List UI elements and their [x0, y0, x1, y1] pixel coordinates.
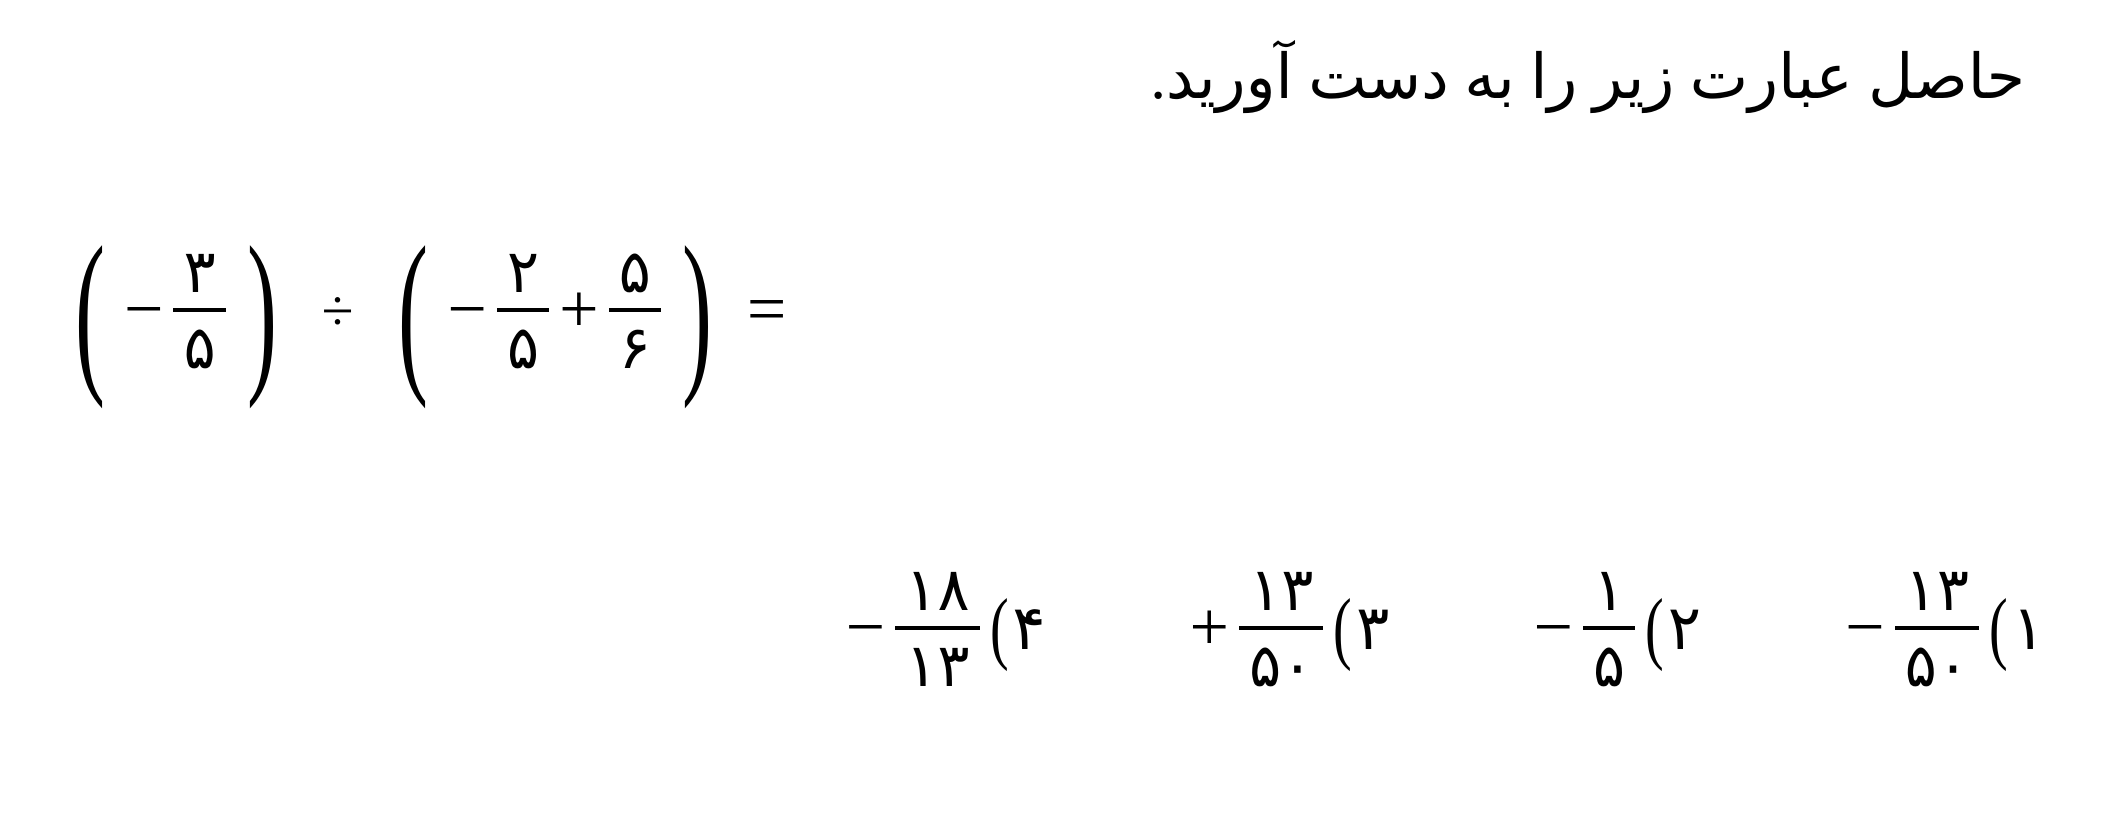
sign-minus: −	[1533, 588, 1572, 668]
fraction-term1: ۳ ۵	[173, 242, 225, 378]
paren-close: )	[682, 220, 712, 400]
question-text: حاصل عبارت زیر را به دست آورید.	[1150, 40, 2025, 114]
denominator: ۵	[497, 312, 549, 378]
paren-open: (	[398, 220, 428, 400]
numerator: ۲	[497, 242, 549, 312]
denominator: ۵۰	[1895, 630, 1979, 696]
fraction-term2a: ۲ ۵	[497, 242, 549, 378]
options-row: − ۱۳ ۵۰ ( ۱ − ۱ ۵ ( ۲ + ۱۳ ۵۰ ( ۳ − ۱۸ ۱…	[842, 560, 2045, 696]
paren-open: (	[1645, 583, 1664, 674]
paren-open: (	[1989, 583, 2008, 674]
denominator: ۵	[173, 312, 225, 378]
option-number: ۱	[2012, 591, 2045, 665]
fraction-opt4: ۱۸ ۱۳	[895, 560, 979, 696]
denominator: ۵۰	[1239, 630, 1323, 696]
fraction-opt3: ۱۳ ۵۰	[1239, 560, 1323, 696]
numerator: ۱۸	[895, 560, 979, 630]
numerator: ۱۳	[1895, 560, 1979, 630]
fraction-term2b: ۵ ۶	[609, 242, 661, 378]
option-4: − ۱۸ ۱۳ ( ۴	[842, 560, 1046, 696]
denominator: ۵	[1583, 630, 1635, 696]
sign-minus: −	[124, 270, 163, 350]
paren-open: (	[75, 220, 105, 400]
fraction-opt2: ۱ ۵	[1583, 560, 1635, 696]
option-number: ۳	[1356, 591, 1389, 665]
main-expression: ( − ۳ ۵ ) ÷ ( − ۲ ۵ + ۵ ۶ ) =	[60, 220, 786, 400]
option-number: ۲	[1668, 591, 1701, 665]
sign-plus: +	[1190, 588, 1229, 668]
sign-minus: −	[447, 270, 486, 350]
sign-minus: −	[1845, 588, 1884, 668]
sign-minus: −	[846, 588, 885, 668]
equals-sign: =	[747, 270, 786, 350]
option-number: ۴	[1012, 591, 1045, 665]
option-1: − ۱۳ ۵۰ ( ۱	[1841, 560, 2045, 696]
paren-open: (	[1333, 583, 1352, 674]
option-2: − ۱ ۵ ( ۲	[1529, 560, 1701, 696]
numerator: ۵	[609, 242, 661, 312]
numerator: ۳	[173, 242, 225, 312]
paren-close: )	[247, 220, 277, 400]
numerator: ۱	[1583, 560, 1635, 630]
denominator: ۱۳	[895, 630, 979, 696]
operator-plus: +	[559, 270, 598, 350]
numerator: ۱۳	[1239, 560, 1323, 630]
option-3: + ۱۳ ۵۰ ( ۳	[1186, 560, 1390, 696]
denominator: ۶	[609, 312, 661, 378]
fraction-opt1: ۱۳ ۵۰	[1895, 560, 1979, 696]
operator-divide: ÷	[322, 277, 354, 344]
paren-open: (	[990, 583, 1009, 674]
